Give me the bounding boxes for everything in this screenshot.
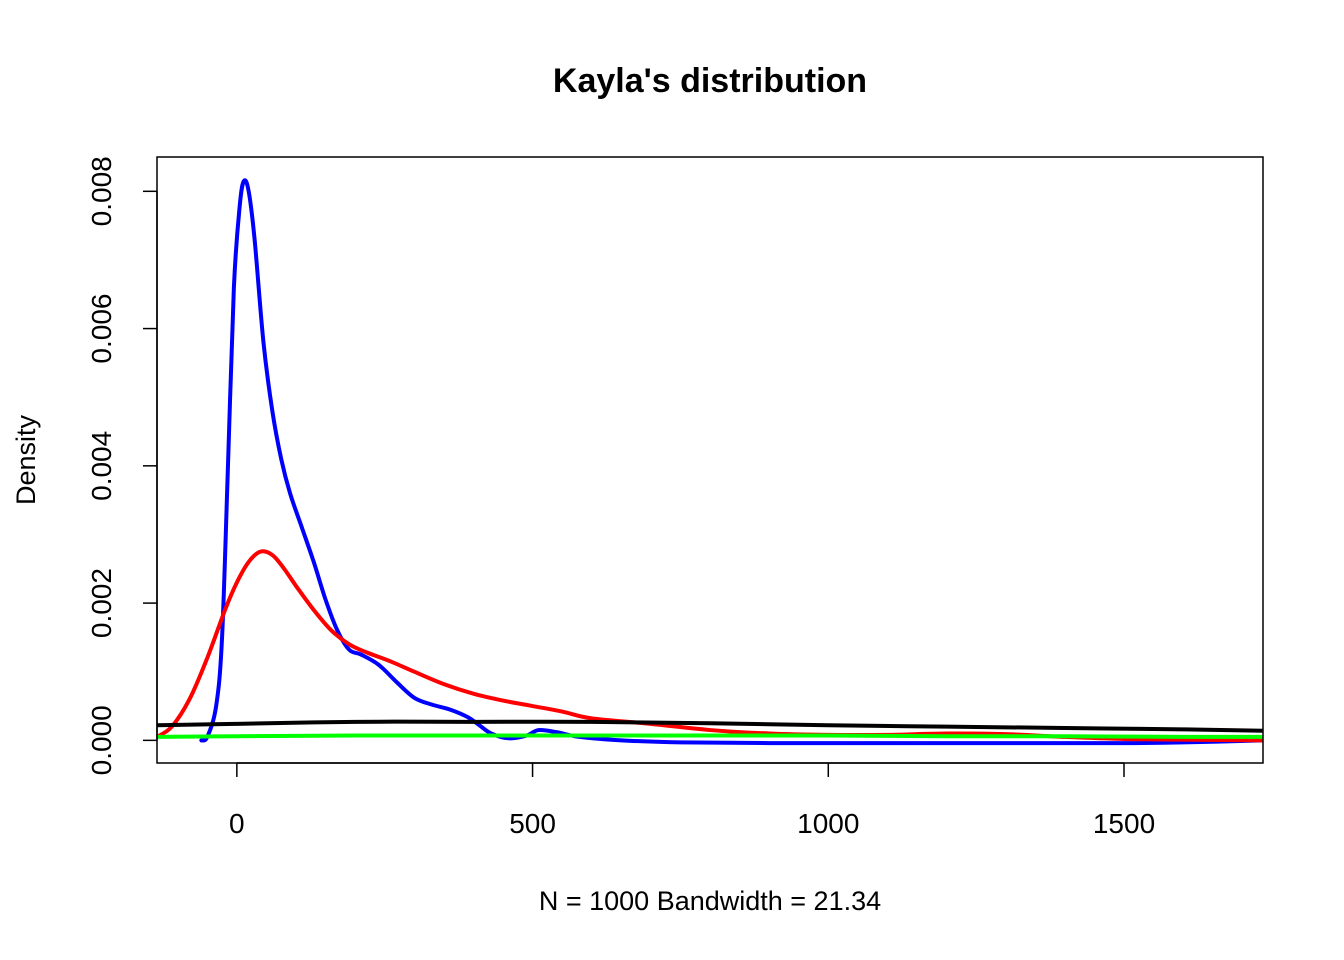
series-layer [157, 178, 1263, 746]
y-tick-label: 0.000 [86, 705, 117, 775]
plot-frame [156, 156, 1264, 764]
x-tick-label: 0 [229, 808, 245, 839]
chart-title: Kayla's distribution [553, 62, 867, 100]
x-tick-label: 1000 [797, 808, 859, 839]
y-axis-label: Density [11, 414, 41, 505]
density-line-1 [199, 178, 1263, 746]
y-tick-label: 0.004 [86, 431, 117, 501]
density-line-4 [157, 733, 1263, 739]
y-tick-label: 0.006 [86, 294, 117, 364]
density-line-3 [157, 719, 1263, 733]
x-tick-label: 500 [509, 808, 556, 839]
y-tick-label: 0.002 [86, 568, 117, 638]
x-tick-label: 1500 [1093, 808, 1155, 839]
x-axis: 0 500 1000 1500 [229, 762, 1155, 839]
y-axis: 0.000 0.002 0.004 0.006 0.008 [86, 156, 158, 775]
x-axis-label: N = 1000 Bandwidth = 21.34 [539, 886, 881, 916]
density-line-2 [157, 549, 1263, 743]
y-tick-label: 0.008 [86, 156, 117, 226]
